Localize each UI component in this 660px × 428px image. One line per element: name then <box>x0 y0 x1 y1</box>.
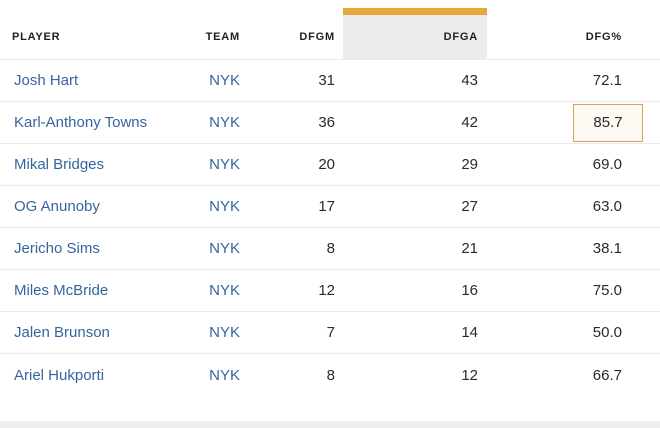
player-name-link[interactable]: Mikal Bridges <box>14 156 105 173</box>
column-header-dfga-label: DFGA <box>443 31 478 43</box>
dfgpct-cell: 75.0 <box>487 270 660 311</box>
dfgpct-cell: 72.1 <box>487 60 660 101</box>
team-link[interactable]: NYK <box>209 366 240 384</box>
column-header-dfgpct-label: DFG% <box>585 31 622 43</box>
dfga-value: 27 <box>461 198 478 215</box>
bottom-edge-strip <box>0 421 660 428</box>
team-link[interactable]: NYK <box>209 198 240 215</box>
dfga-value: 21 <box>461 240 478 257</box>
dfga-value: 43 <box>461 72 478 89</box>
dfgpct-cell: 50.0 <box>487 312 660 353</box>
dfgpct-value: 69.0 <box>592 156 622 173</box>
dfgm-value: 8 <box>326 240 335 257</box>
dfgm-value: 17 <box>318 198 335 215</box>
dfgpct-cell: 69.0 <box>487 144 660 185</box>
player-name-link[interactable]: Josh Hart <box>14 72 79 89</box>
table-row: Miles McBride NYK 12 16 75.0 <box>0 270 660 312</box>
table-row: Josh Hart NYK 31 43 72.1 <box>0 60 660 102</box>
player-name-link[interactable]: Miles McBride <box>14 282 109 299</box>
column-header-team-label: TEAM <box>205 31 240 43</box>
sorted-column-highlight-bar <box>343 8 487 60</box>
table-row: Jalen Brunson NYK 7 14 50.0 <box>0 312 660 354</box>
dfgpct-cell: 38.1 <box>487 228 660 269</box>
column-header-dfgm[interactable]: DFGM <box>240 0 335 59</box>
column-header-player[interactable]: PLAYER <box>0 0 180 59</box>
dfgm-value: 36 <box>318 114 335 131</box>
dfga-value: 42 <box>461 114 478 131</box>
team-link[interactable]: NYK <box>209 282 240 299</box>
dfgm-value: 8 <box>326 366 335 384</box>
team-link[interactable]: NYK <box>209 240 240 257</box>
column-header-player-label: PLAYER <box>12 31 61 43</box>
column-header-dfgpct[interactable]: DFG% <box>487 0 660 59</box>
dfgpct-value: 66.7 <box>592 366 622 384</box>
dfga-value: 14 <box>461 324 478 341</box>
team-link[interactable]: NYK <box>209 114 240 131</box>
dfgpct-value: 38.1 <box>592 240 622 257</box>
player-name-link[interactable]: Jalen Brunson <box>14 324 110 341</box>
dfgpct-cell: 85.7 <box>487 102 660 143</box>
team-link[interactable]: NYK <box>209 72 240 89</box>
dfgm-value: 7 <box>326 324 335 341</box>
defensive-stats-table: PLAYER TEAM DFGM DFGA DFG% Josh Hart NYK… <box>0 0 660 396</box>
table-body: Josh Hart NYK 31 43 72.1 Karl-Anthony To… <box>0 60 660 396</box>
table-header-row: PLAYER TEAM DFGM DFGA DFG% <box>0 0 660 60</box>
dfga-value: 12 <box>461 366 478 384</box>
table-row: Karl-Anthony Towns NYK 36 42 85.7 <box>0 102 660 144</box>
column-header-team[interactable]: TEAM <box>180 0 240 59</box>
team-link[interactable]: NYK <box>209 156 240 173</box>
player-name-link[interactable]: OG Anunoby <box>14 198 100 215</box>
dfgpct-cell: 63.0 <box>487 186 660 227</box>
player-name-link[interactable]: Ariel Hukporti <box>14 366 105 384</box>
column-header-dfgm-label: DFGM <box>299 31 335 43</box>
dfgm-value: 31 <box>318 72 335 89</box>
dfga-value: 29 <box>461 156 478 173</box>
column-header-dfga-sorted[interactable]: DFGA <box>335 0 487 60</box>
dfgpct-value-highlighted: 85.7 <box>573 103 643 142</box>
team-link[interactable]: NYK <box>209 324 240 341</box>
dfgm-value: 20 <box>318 156 335 173</box>
dfgpct-value: 50.0 <box>592 324 622 341</box>
table-row: OG Anunoby NYK 17 27 63.0 <box>0 186 660 228</box>
player-name-link[interactable]: Karl-Anthony Towns <box>14 114 148 131</box>
table-row: Jericho Sims NYK 8 21 38.1 <box>0 228 660 270</box>
player-name-link[interactable]: Jericho Sims <box>14 240 100 257</box>
dfga-value: 16 <box>461 282 478 299</box>
dfgpct-value: 72.1 <box>592 72 622 89</box>
dfgpct-cell: 66.7 <box>487 354 660 396</box>
table-row: Ariel Hukporti NYK 8 12 66.7 <box>0 354 660 396</box>
dfgpct-value: 75.0 <box>592 282 622 299</box>
dfgm-value: 12 <box>318 282 335 299</box>
table-row: Mikal Bridges NYK 20 29 69.0 <box>0 144 660 186</box>
dfgpct-value: 63.0 <box>592 198 622 215</box>
